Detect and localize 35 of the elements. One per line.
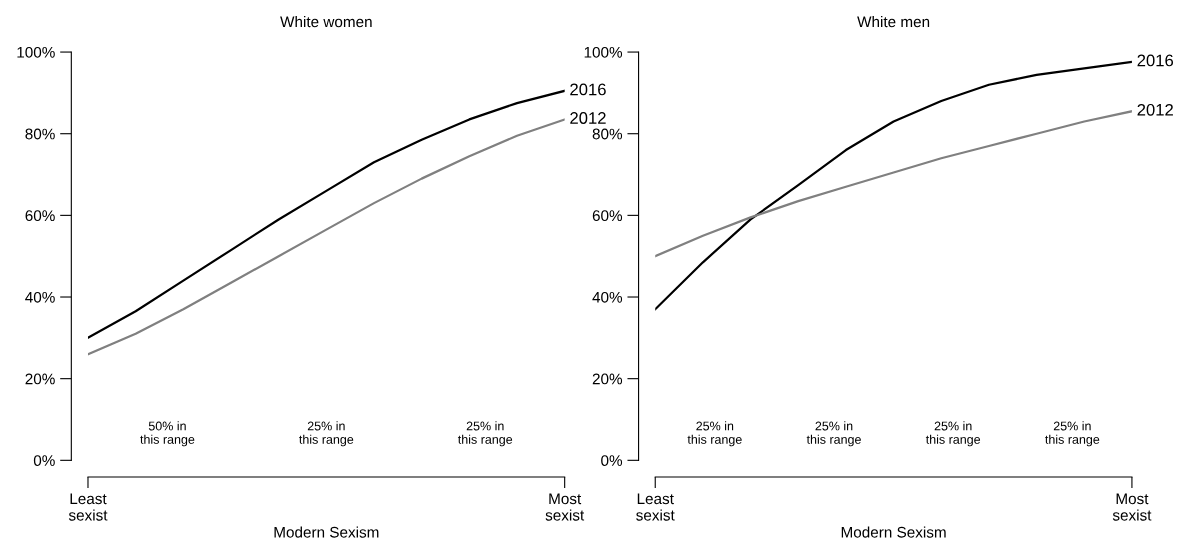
x-tick-label: Most sexist xyxy=(1112,493,1152,521)
y-tick-label: 100% xyxy=(17,46,55,58)
line-series xyxy=(87,118,565,356)
annotation: 25% in this range xyxy=(925,421,981,447)
annotation: 50% in this range xyxy=(140,421,195,447)
annotation: 25% in this range xyxy=(299,421,354,447)
line-series xyxy=(655,60,1132,311)
y-tick-label: 20% xyxy=(25,373,55,385)
annotation: 25% in this range xyxy=(1045,421,1100,447)
y-tick-label: 20% xyxy=(592,373,623,385)
x-tick-label: Least sexist xyxy=(68,493,108,521)
line-series xyxy=(87,89,565,339)
y-tick-label: 80% xyxy=(25,128,55,140)
annotation: 25% in this range xyxy=(806,421,861,447)
chart-title: White women xyxy=(280,15,372,28)
line-series xyxy=(655,110,1132,258)
y-tick-label: 100% xyxy=(584,46,623,58)
y-tick-label: 80% xyxy=(592,128,623,140)
y-tick-label: 0% xyxy=(601,455,623,467)
x-tick-label: Most sexist xyxy=(545,493,585,521)
chart-title: White men xyxy=(857,15,930,28)
series-label: 2012 xyxy=(570,112,606,124)
y-tick-label: 40% xyxy=(25,291,55,303)
x-tick-label: Least sexist xyxy=(636,493,675,521)
x-axis-title: Modern Sexism xyxy=(274,526,379,538)
y-tick-label: 40% xyxy=(592,291,623,303)
x-axis-title: Modern Sexism xyxy=(841,526,946,538)
series-label: 2016 xyxy=(570,83,606,96)
annotation: 25% in this range xyxy=(457,421,513,447)
y-tick-label: 60% xyxy=(25,210,55,222)
y-tick-label: 0% xyxy=(33,455,55,467)
y-tick-label: 60% xyxy=(592,210,623,222)
series-label: 2012 xyxy=(1137,103,1173,116)
annotation: 25% in this range xyxy=(687,421,742,447)
series-label: 2016 xyxy=(1137,54,1174,67)
